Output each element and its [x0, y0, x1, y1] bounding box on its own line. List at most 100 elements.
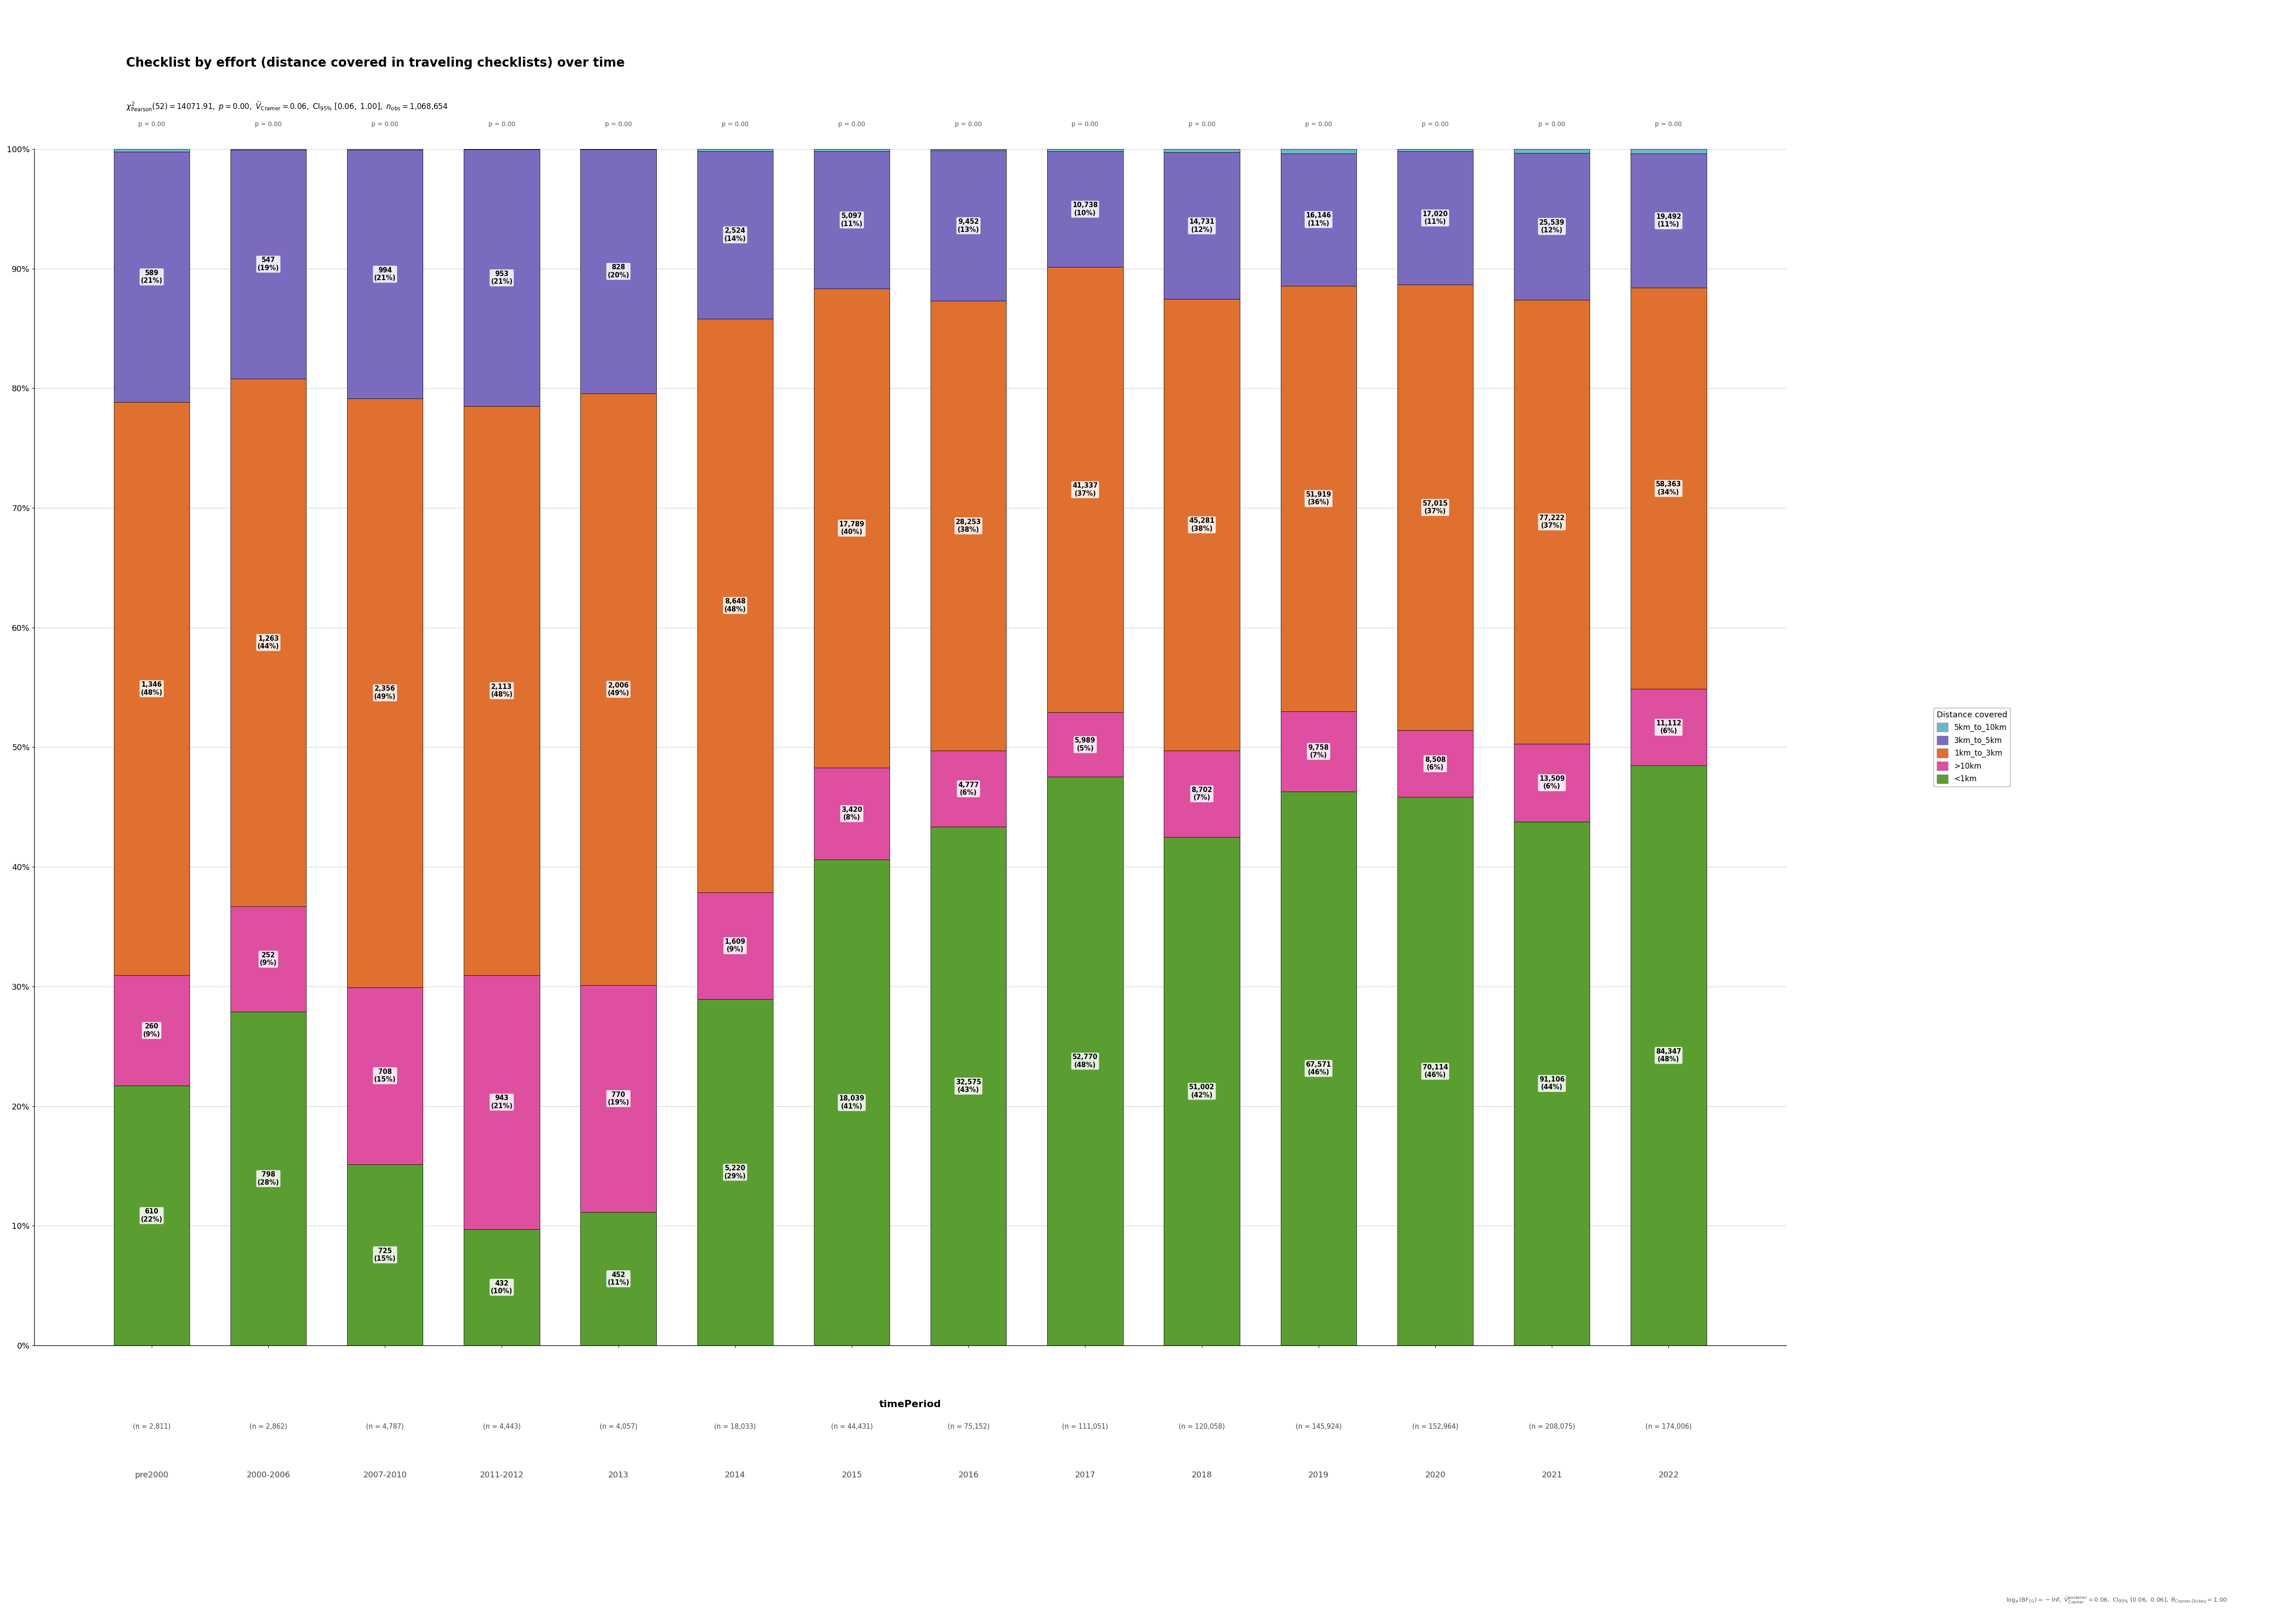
Bar	[1281, 712, 1357, 791]
Text: 51,002
(42%): 51,002 (42%)	[1189, 1084, 1215, 1099]
Bar	[230, 906, 305, 1012]
Text: 19,492
(11%): 19,492 (11%)	[1655, 214, 1681, 229]
Text: 2022: 2022	[1658, 1470, 1678, 1478]
Bar	[1630, 149, 1706, 154]
Bar	[1513, 149, 1589, 152]
Text: (n = 2,811): (n = 2,811)	[133, 1423, 170, 1430]
Text: 25,539
(12%): 25,539 (12%)	[1538, 219, 1564, 233]
Text: 14,731
(12%): 14,731 (12%)	[1189, 219, 1215, 233]
Bar	[698, 999, 774, 1345]
Bar	[1281, 149, 1357, 154]
Bar	[115, 1086, 191, 1345]
Bar	[1281, 285, 1357, 712]
Bar	[115, 149, 191, 151]
Text: 5,097
(11%): 5,097 (11%)	[840, 212, 863, 227]
Text: (n = 4,057): (n = 4,057)	[599, 1423, 638, 1430]
Text: 3,420
(8%): 3,420 (8%)	[840, 806, 863, 820]
Text: p = 0.00: p = 0.00	[721, 122, 748, 128]
Text: (n = 152,964): (n = 152,964)	[1412, 1423, 1458, 1430]
Text: 2021: 2021	[1541, 1470, 1561, 1478]
Text: 32,575
(43%): 32,575 (43%)	[955, 1080, 980, 1094]
Text: 2014: 2014	[726, 1470, 746, 1478]
Bar	[1047, 267, 1123, 712]
Text: 8,508
(6%): 8,508 (6%)	[1426, 757, 1446, 772]
Text: 58,363
(34%): 58,363 (34%)	[1655, 481, 1681, 496]
Text: (n = 4,443): (n = 4,443)	[482, 1423, 521, 1430]
Text: 57,015
(37%): 57,015 (37%)	[1424, 501, 1449, 515]
Text: 1,346
(48%): 1,346 (48%)	[140, 681, 163, 695]
Text: (n = 44,431): (n = 44,431)	[831, 1423, 872, 1430]
Bar	[230, 378, 305, 906]
Text: 2,356
(49%): 2,356 (49%)	[374, 686, 395, 700]
Text: 798
(28%): 798 (28%)	[257, 1172, 280, 1187]
Bar	[930, 151, 1006, 302]
Text: p = 0.00: p = 0.00	[838, 122, 866, 128]
Bar	[1164, 751, 1240, 836]
Text: 432
(10%): 432 (10%)	[491, 1281, 512, 1295]
Text: 9,758
(7%): 9,758 (7%)	[1309, 744, 1329, 759]
Bar	[347, 399, 422, 987]
Bar	[464, 407, 540, 976]
Text: (n = 18,033): (n = 18,033)	[714, 1423, 755, 1430]
Text: (n = 111,051): (n = 111,051)	[1063, 1423, 1109, 1430]
Bar	[1630, 154, 1706, 289]
Text: 547
(19%): 547 (19%)	[257, 256, 280, 271]
Text: (n = 208,075): (n = 208,075)	[1529, 1423, 1575, 1430]
Text: 2,006
(49%): 2,006 (49%)	[608, 682, 629, 697]
Bar	[698, 151, 774, 319]
Bar	[930, 302, 1006, 751]
Bar	[930, 751, 1006, 827]
Text: 994
(21%): 994 (21%)	[374, 267, 395, 282]
Text: p = 0.00: p = 0.00	[489, 122, 514, 128]
Text: $\log_e(\mathrm{BF}_{01}) = -\mathrm{Inf},$$\ \widehat{V}^{\mathrm{posterior}}_{: $\log_e(\mathrm{BF}_{01}) = -\mathrm{Inf…	[2007, 1595, 2227, 1605]
Bar	[1630, 289, 1706, 689]
Text: 8,648
(48%): 8,648 (48%)	[723, 598, 746, 613]
Bar	[1164, 152, 1240, 300]
Text: pre2000: pre2000	[135, 1470, 168, 1478]
Text: p = 0.00: p = 0.00	[604, 122, 631, 128]
Text: p = 0.00: p = 0.00	[1655, 122, 1683, 128]
Text: 16,146
(11%): 16,146 (11%)	[1306, 212, 1332, 227]
Text: 28,253
(38%): 28,253 (38%)	[955, 519, 980, 533]
Text: Checklist by effort (distance covered in traveling checklists) over time: Checklist by effort (distance covered in…	[126, 57, 625, 70]
Text: p = 0.00: p = 0.00	[1189, 122, 1215, 128]
Bar	[464, 976, 540, 1229]
Text: 4,777
(6%): 4,777 (6%)	[957, 781, 978, 796]
Text: 828
(20%): 828 (20%)	[608, 264, 629, 279]
Text: 13,509
(6%): 13,509 (6%)	[1538, 775, 1564, 789]
Text: 70,114
(46%): 70,114 (46%)	[1424, 1063, 1449, 1078]
Text: 589
(21%): 589 (21%)	[140, 269, 163, 284]
Bar	[930, 827, 1006, 1345]
Text: (n = 174,006): (n = 174,006)	[1646, 1423, 1692, 1430]
Bar	[1164, 149, 1240, 152]
Text: (n = 75,152): (n = 75,152)	[948, 1423, 990, 1430]
Bar	[1047, 151, 1123, 267]
Text: 1,263
(44%): 1,263 (44%)	[257, 635, 280, 650]
Text: 452
(11%): 452 (11%)	[608, 1271, 629, 1285]
Text: p = 0.00: p = 0.00	[138, 122, 165, 128]
Bar	[1513, 300, 1589, 744]
Bar	[1398, 149, 1474, 151]
Bar	[230, 1012, 305, 1345]
Text: p = 0.00: p = 0.00	[1421, 122, 1449, 128]
Text: 943
(21%): 943 (21%)	[491, 1094, 512, 1109]
Bar	[1398, 151, 1474, 285]
Text: 770
(19%): 770 (19%)	[608, 1091, 629, 1106]
Text: 2000-2006: 2000-2006	[246, 1470, 289, 1478]
Bar	[813, 151, 891, 289]
Bar	[347, 151, 422, 399]
Bar	[1398, 798, 1474, 1345]
Text: 2011-2012: 2011-2012	[480, 1470, 523, 1478]
Bar	[813, 289, 891, 768]
Text: 953
(21%): 953 (21%)	[491, 271, 512, 285]
Text: $\chi^2_{\mathrm{Pearson}}(52) = 14071.91,\ p = 0.00,\ \widehat{V}_{\mathrm{Cram: $\chi^2_{\mathrm{Pearson}}(52) = 14071.9…	[126, 101, 448, 112]
Bar	[1281, 791, 1357, 1345]
Text: 5,989
(5%): 5,989 (5%)	[1075, 738, 1095, 752]
Bar	[581, 394, 657, 986]
Bar	[813, 859, 891, 1345]
Text: p = 0.00: p = 0.00	[1072, 122, 1097, 128]
Text: 2,113
(48%): 2,113 (48%)	[491, 684, 512, 699]
Bar	[230, 149, 305, 378]
Bar	[115, 402, 191, 976]
Bar	[698, 149, 774, 151]
